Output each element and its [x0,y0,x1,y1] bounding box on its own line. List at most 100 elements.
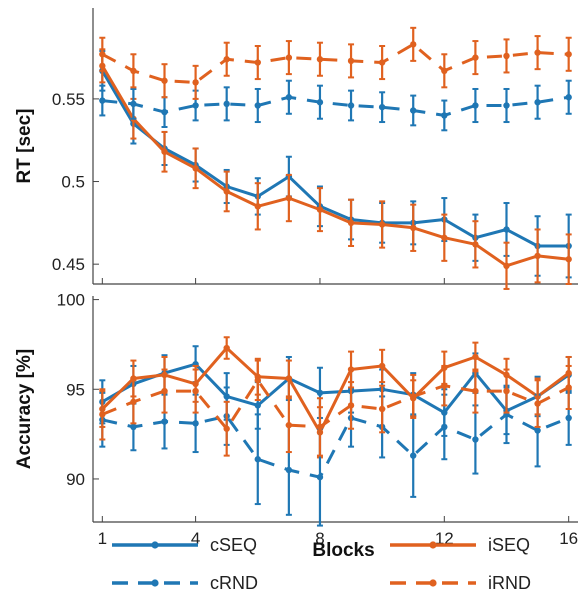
series-cSEQ [99,49,572,279]
data-point [565,51,572,58]
data-point [410,107,417,114]
data-point [192,420,199,427]
y-tick-label: 0.55 [52,90,85,109]
data-point [192,102,199,109]
x-tick-label: 1 [98,529,107,548]
x-tick-label: 8 [315,529,324,548]
y-tick-label: 0.5 [61,173,85,192]
rt-panel: 0.45 0.5 0.55 RT [sec] [14,8,578,290]
data-point [223,100,230,108]
data-point [534,252,541,260]
legend-label: cSEQ [210,535,257,555]
legend-label: iSEQ [488,535,530,555]
data-point [99,97,106,104]
data-point [410,393,417,400]
y-tick-label: 90 [66,470,85,489]
data-point [410,224,417,232]
data-point [223,425,230,432]
data-point [285,54,293,61]
legend: cSEQ iSEQ cRND iRND [112,535,531,593]
data-point [441,382,448,389]
legend-label: iRND [488,573,531,593]
series-line-iRND [101,42,569,84]
data-point [254,402,261,409]
data-point [192,165,199,172]
y-tick-label: 0.45 [52,255,85,274]
y-axis-label: RT [sec] [14,109,35,184]
data-point [472,387,479,395]
data-point [254,203,261,210]
data-point [192,79,199,86]
series-line-cRND [102,95,569,117]
series-line-iSEQ [100,64,571,268]
data-point [378,405,386,413]
data-point [347,102,355,109]
data-point [503,387,510,395]
data-point [254,59,261,66]
data-point [192,387,199,395]
data-point [130,423,137,431]
data-point [410,41,417,48]
data-point [378,221,386,228]
data-point [347,57,355,65]
data-point [441,67,448,75]
y-tick-label: 100 [57,291,85,310]
data-point [316,473,324,481]
data-point [130,100,137,108]
data-point [472,436,479,443]
data-point [472,353,479,361]
data-point [565,414,572,422]
data-point [503,262,510,270]
data-point [534,49,541,56]
y-axis-label: Accuracy [%] [14,349,35,469]
series-iRND [99,26,572,100]
data-point [223,56,230,63]
y-tick-label: 95 [66,380,85,399]
legend-item-iSEQ: iSEQ [390,535,530,555]
data-point [347,366,355,373]
data-point [565,256,572,263]
data-point [316,389,324,397]
data-point [534,427,541,434]
data-point [378,103,386,111]
data-point [565,94,572,101]
data-point [347,219,355,227]
data-point [161,148,168,155]
data-point [565,384,572,391]
data-point [161,77,168,84]
legend-label: cRND [210,573,258,593]
data-point [130,398,137,406]
data-point [285,421,293,429]
legend-marker [151,579,159,587]
data-point [254,102,261,109]
series-line-cSEQ [100,69,571,248]
data-point [223,188,230,195]
data-point [503,226,510,233]
data-point [503,52,510,60]
data-point [472,102,479,109]
data-point [472,54,479,61]
data-point [285,466,293,474]
legend-marker [151,541,159,549]
data-point [378,362,386,370]
data-point [99,411,106,418]
data-point [410,452,417,459]
x-axis-label: Blocks [312,540,374,561]
series-cRND [99,384,572,527]
data-point [534,400,541,407]
data-point [316,423,324,431]
data-point [161,387,168,395]
data-point [254,456,261,463]
series-iSEQ [99,336,572,459]
legend-marker [429,541,437,549]
data-point [316,56,324,63]
data-point [347,402,355,409]
data-point [534,99,541,106]
data-point [441,234,448,241]
data-point [316,206,324,213]
legend-item-cRND: cRND [112,573,258,593]
data-point [130,67,137,75]
legend-marker [429,579,437,587]
